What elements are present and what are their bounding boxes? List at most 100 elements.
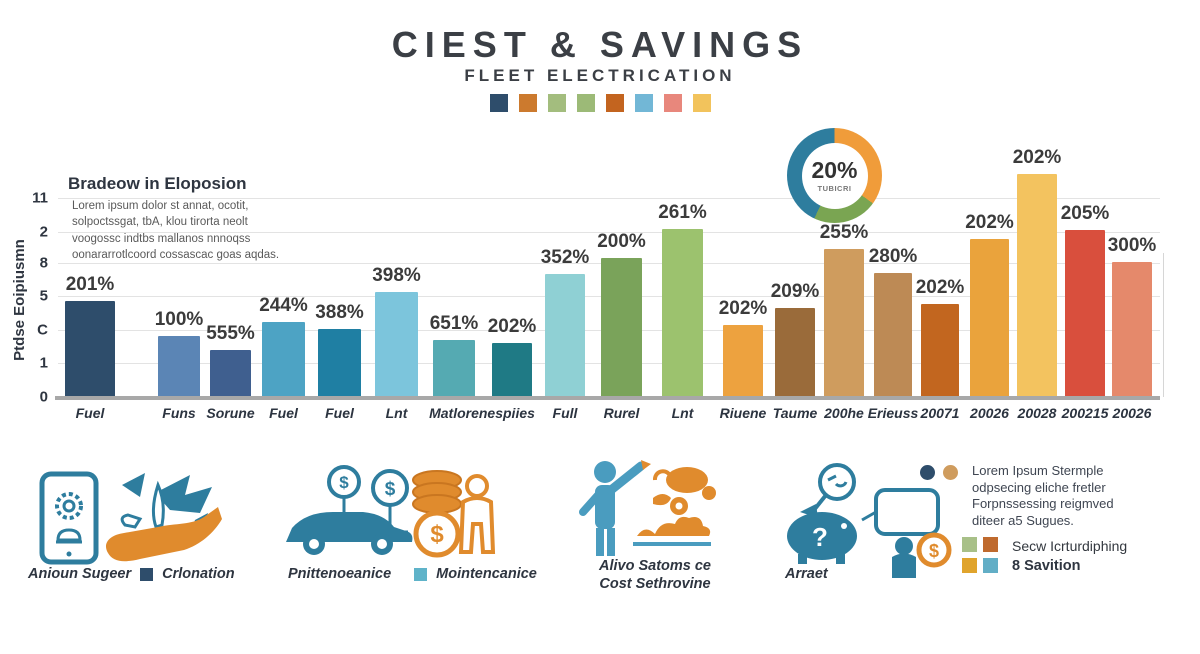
bar-x-label: Riuene (719, 405, 767, 421)
svg-text:$: $ (385, 479, 396, 500)
bar-x-label: Fuel (325, 405, 354, 421)
palette-square (663, 94, 682, 112)
svg-text:$: $ (339, 473, 349, 492)
bar-x-label: Funs (162, 405, 196, 421)
svg-text:?: ? (812, 522, 828, 552)
bar-value-label: 388% (315, 302, 364, 323)
bar-value-label: 202% (718, 298, 768, 319)
chart-bar (662, 229, 703, 398)
bar-x-label: Rurel (603, 405, 640, 421)
chart-bar (158, 336, 200, 398)
legend-dot (920, 465, 935, 480)
palette-square (518, 94, 537, 112)
chart-bar (65, 301, 115, 398)
y-tick-label: 1 (39, 354, 48, 372)
x-axis-baseline (55, 396, 1160, 400)
tablet-gear-icon (39, 471, 99, 565)
chart-bar (375, 292, 418, 398)
svg-text:$: $ (929, 541, 939, 561)
legend-caption-2: 8 Savition (1012, 558, 1081, 574)
chart-bar (545, 274, 585, 398)
presenter-icon (579, 460, 716, 556)
coins-person-icon: $ (412, 470, 496, 558)
donut-caption: TUBICRI (817, 183, 852, 193)
group4-caption: Arraet (785, 566, 828, 582)
bar-value-label: 651% (429, 313, 479, 334)
bar-x-label: 20071 (920, 405, 960, 421)
chart-bar (723, 325, 763, 398)
gridline (58, 198, 1160, 199)
svg-text:$: $ (430, 521, 444, 548)
donut-chart: 20% TUBICRI (787, 128, 882, 223)
legend-para-line: diteer a5 Sugues. (972, 512, 1074, 528)
bar-value-label: 255% (819, 222, 869, 243)
chart-right-border (1163, 253, 1164, 397)
intro-body: Lorem ipsum dolor st annat, ocotit, solp… (72, 198, 279, 263)
chart-bar (318, 329, 361, 398)
y-tick-label: 5 (39, 287, 48, 305)
bar-x-label: Fuel (269, 405, 298, 421)
hand-leaf-icon (105, 473, 222, 562)
chart-bar (874, 273, 912, 398)
legend-para-line: Forpnssessing reigmved (972, 496, 1114, 511)
legend-paragraph: Lorem Ipsum Stermple odpsecing eliche fr… (972, 463, 1114, 529)
car-money-icon: $ $ (286, 465, 413, 555)
bar-value-label: 201% (65, 274, 115, 295)
intro-line: oonararrotlcoord cossascac goas aqdas. (72, 248, 280, 261)
bar-value-label: 209% (770, 281, 820, 302)
group1-label-1: Anioun Sugeer (28, 566, 132, 582)
chart-bar (601, 258, 642, 398)
bar-x-label: Sorune (206, 405, 255, 421)
legend-dot (943, 465, 958, 480)
group3-label-line1: Alivo Satoms ce (598, 558, 711, 574)
page-title: CIEST & SAVINGS (391, 24, 809, 65)
chart-bar (210, 350, 251, 398)
legend-swatch (983, 537, 998, 552)
bar-value-label: 202% (915, 277, 965, 298)
bar-value-label: 280% (868, 246, 918, 267)
page-subtitle: FLEET ELECTRICATION (464, 66, 736, 85)
bar-x-label: Lnt (671, 405, 694, 421)
bar-value-label: 352% (540, 247, 590, 268)
bar-value-label: 200% (597, 231, 646, 252)
group2-caption: Pnittenoeanice Mointencanice (288, 566, 537, 582)
bar-value-label: 300% (1107, 235, 1157, 256)
bar-x-label: 200215 (1061, 405, 1109, 421)
chart-bar (433, 340, 475, 398)
chart-bar (921, 304, 959, 398)
group3-label-line2: Cost Sethrovine (599, 576, 711, 592)
legend-swatch (962, 558, 977, 573)
gridline (58, 232, 1160, 233)
chart-bar (970, 239, 1009, 398)
y-tick-label: 2 (39, 223, 48, 241)
bar-value-label: 244% (259, 295, 308, 316)
chart-bar (262, 322, 305, 398)
chart-bar (1065, 230, 1105, 398)
chart-bar (775, 308, 815, 398)
chart-bar (1017, 174, 1057, 398)
y-tick-label: C (37, 321, 48, 339)
palette-square (634, 94, 653, 112)
palette-square (547, 94, 566, 112)
y-tick-label: 8 (39, 254, 48, 272)
bar-x-label: 20026 (1112, 405, 1152, 421)
bar-x-label: 20026 (970, 405, 1009, 421)
bar-x-label: Taume (772, 405, 818, 421)
group2-label-2: Mointencanice (436, 566, 537, 582)
bar-value-label: 205% (1060, 203, 1110, 224)
legend-swatch (983, 558, 998, 573)
bar-value-label: 202% (965, 212, 1014, 233)
palette-square (605, 94, 624, 112)
bar-value-label: 261% (658, 202, 707, 223)
intro-line: Lorem ipsum dolor st annat, ocotit, (72, 200, 249, 212)
legend-swatches (962, 537, 998, 573)
bar-x-label: Fuel (75, 405, 105, 421)
bar-x-label: 20028 (1017, 405, 1057, 421)
legend-dots (920, 465, 958, 480)
intro-line: solpoctssgat, tbA, klou tirorta neolt (72, 216, 248, 229)
chart-bar (492, 343, 532, 398)
palette-square (489, 94, 508, 112)
donut-hole: 20% TUBICRI (801, 142, 868, 209)
bar-value-label: 100% (154, 309, 204, 330)
bar-value-label: 555% (206, 323, 255, 344)
